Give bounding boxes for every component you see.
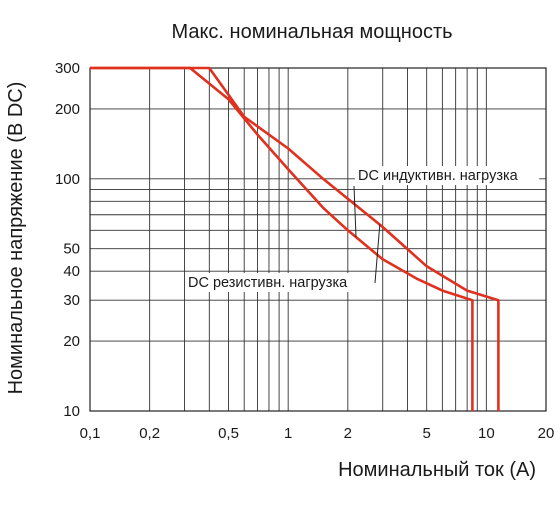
x-tick-label: 20 — [538, 425, 555, 442]
x-tick-label: 5 — [423, 425, 431, 442]
tick-labels: 0,1 0,2 0,5 1 2 5 10 20 10 20 30 40 50 100 200 300 — [55, 60, 554, 442]
x-tick-label: 2 — [344, 425, 352, 442]
y-tick-label: 40 — [63, 263, 80, 280]
y-axis-label: Номинальное напряжение (В DC) — [5, 82, 27, 395]
annotation-label: DC резистивн. нагрузка — [188, 275, 348, 291]
annotation-label: DC индуктивн. нагрузка — [358, 168, 519, 184]
x-tick-label: 0,1 — [80, 425, 101, 442]
annotation-leader — [374, 224, 381, 284]
series-layer — [90, 66, 500, 411]
y-tick-label: 50 — [63, 241, 80, 258]
chart-title: Макс. номинальная мощность — [171, 21, 452, 43]
annotation-leader — [353, 185, 357, 238]
y-tick-label: 10 — [63, 403, 80, 420]
y-tick-label: 300 — [55, 60, 80, 77]
x-axis-label: Номинальный ток (А) — [338, 459, 536, 481]
annotation-bg — [355, 166, 540, 185]
series-line-1 — [90, 66, 500, 411]
x-tick-label: 10 — [478, 425, 495, 442]
y-tick-label: 200 — [55, 101, 80, 118]
plot-frame — [89, 67, 547, 412]
y-tick-label: 100 — [55, 171, 80, 188]
series-line-0 — [90, 66, 474, 411]
y-tick-label: 30 — [63, 292, 80, 309]
annotation-bg — [185, 273, 370, 292]
x-tick-label: 1 — [284, 425, 292, 442]
x-tick-label: 0,2 — [139, 425, 160, 442]
y-tick-label: 20 — [63, 333, 80, 350]
x-tick-label: 0,5 — [218, 425, 239, 442]
grid — [89, 67, 547, 412]
annotations: DC индуктивн. нагрузка DC резистивн. нагр… — [185, 166, 540, 292]
